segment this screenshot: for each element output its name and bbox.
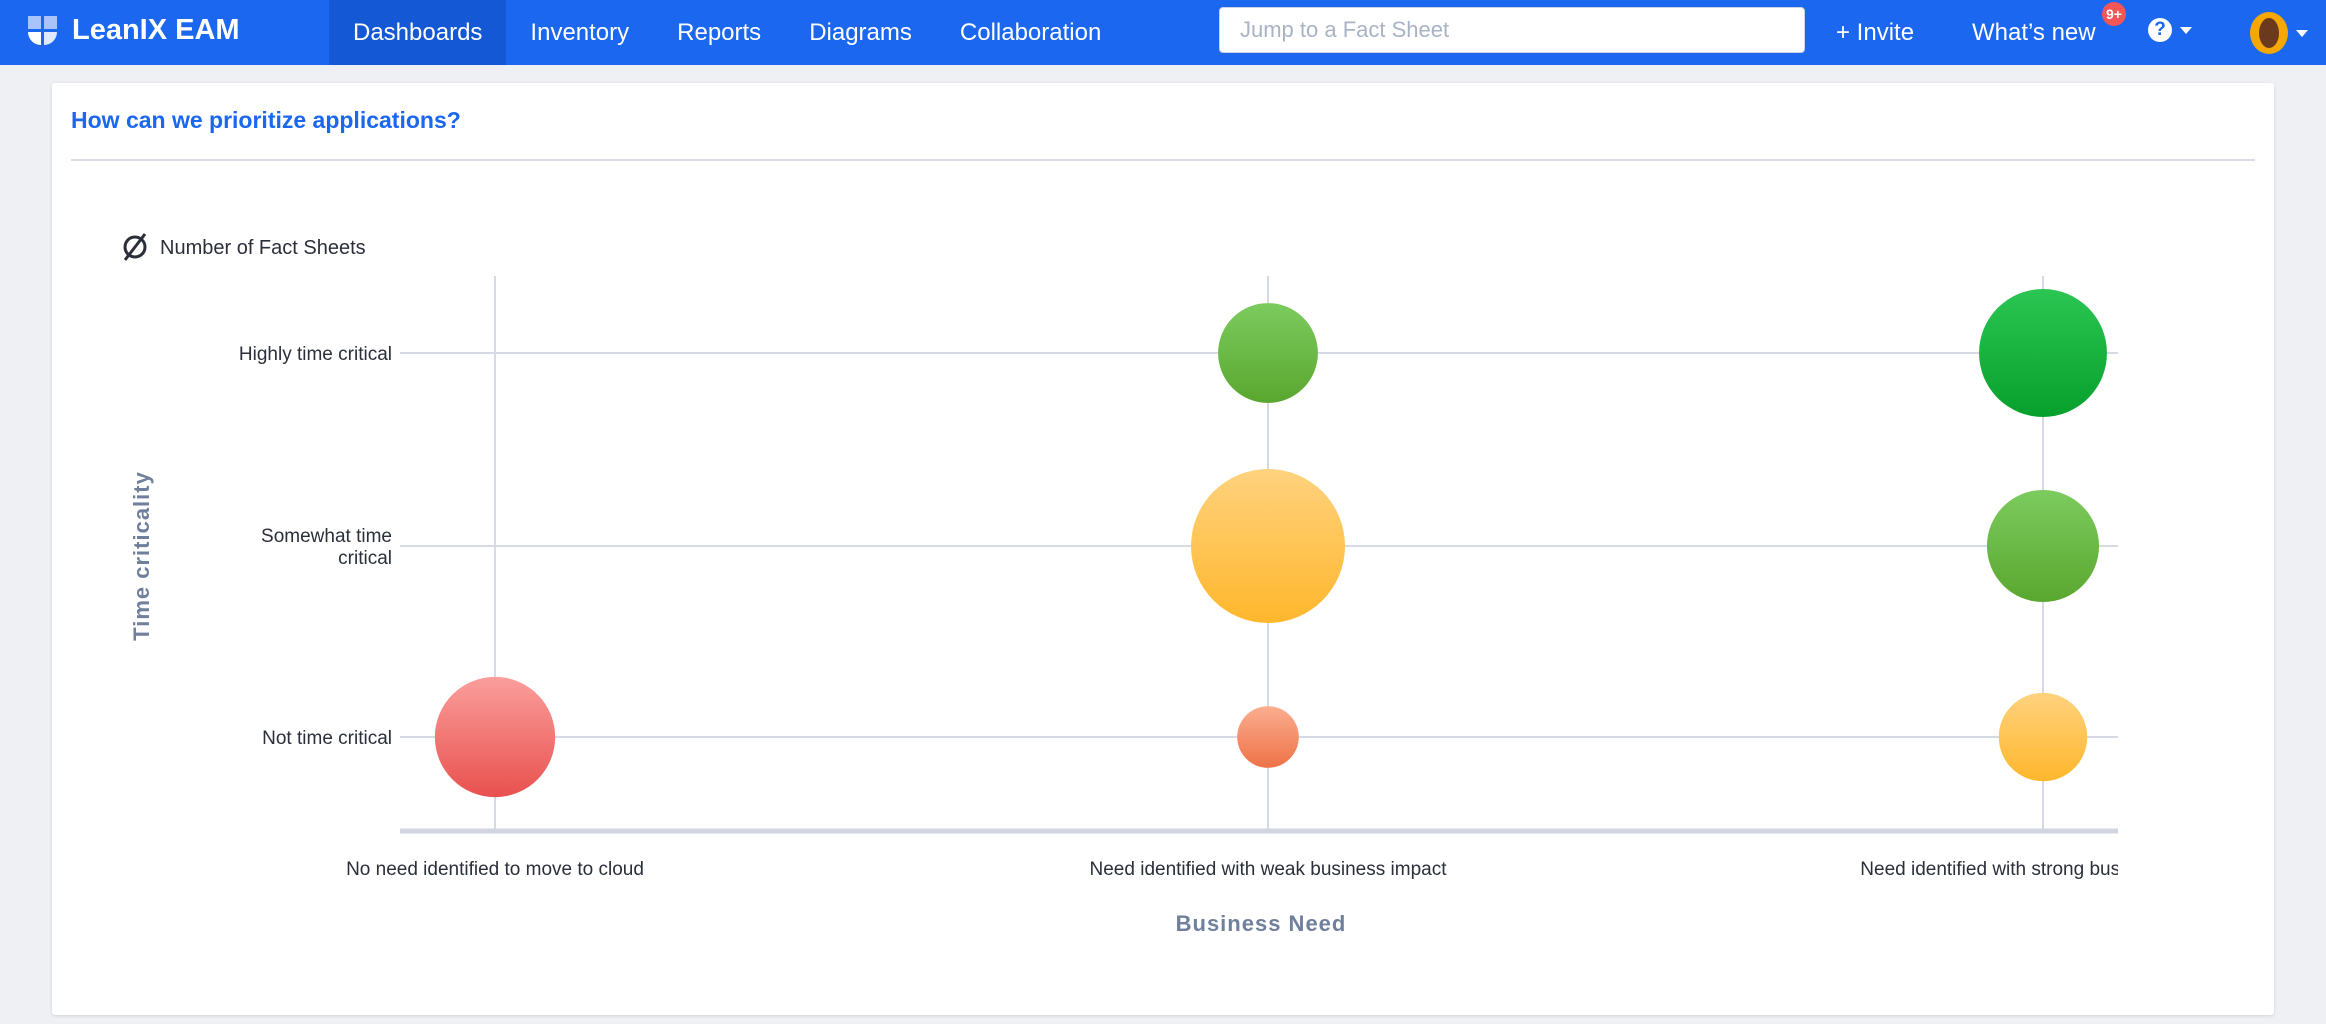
nav-inventory[interactable]: Inventory bbox=[530, 19, 630, 46]
nav-collaboration[interactable]: Collaboration bbox=[959, 19, 1102, 46]
x-tick-label: No need identified to move to cloud bbox=[346, 859, 644, 880]
card-title: How can we prioritize applications? bbox=[71, 107, 461, 133]
whats-new-badge: 9+ bbox=[2102, 2, 2126, 26]
nav-dashboards[interactable]: Dashboards bbox=[329, 0, 507, 65]
main-nav: Dashboards Inventory Reports Diagrams Co… bbox=[329, 0, 1125, 65]
x-tick-label: Need identified with strong business imp… bbox=[1860, 859, 2226, 880]
leanix-logo-icon bbox=[28, 15, 57, 45]
y-axis-title: Time criticality bbox=[129, 471, 154, 641]
invite-button[interactable]: + Invite bbox=[1836, 19, 1915, 46]
whats-new-button[interactable]: What’s new bbox=[1972, 19, 2096, 46]
app-logo[interactable]: LeanIX EAM bbox=[28, 14, 240, 47]
nav-reports[interactable]: Reports bbox=[677, 19, 762, 46]
legend-label: Number of Fact Sheets bbox=[160, 237, 366, 259]
x-axis-title: Business Need bbox=[1176, 911, 1347, 936]
chevron-down-icon bbox=[2180, 26, 2192, 34]
dashboard-card: How can we prioritize applications? Numb… bbox=[52, 83, 2274, 1015]
diameter-icon bbox=[123, 235, 147, 259]
diameter-icon-slash bbox=[123, 233, 147, 261]
y-tick-label: Highly time critical bbox=[239, 344, 392, 365]
avatar bbox=[2250, 12, 2288, 54]
chart-legend[interactable]: Number of Fact Sheets bbox=[123, 233, 366, 261]
bubble-chart: Number of Fact Sheets Not time critical S… bbox=[123, 233, 2226, 936]
bubble-point[interactable] bbox=[1191, 469, 1345, 623]
app-name: LeanIX EAM bbox=[72, 14, 240, 46]
bubble-point[interactable] bbox=[1218, 303, 1318, 403]
help-icon: ? bbox=[2148, 18, 2172, 42]
divider bbox=[71, 159, 2255, 161]
y-tick-label: Somewhat time critical bbox=[261, 526, 392, 569]
bubble-point[interactable] bbox=[434, 676, 556, 798]
bubble-point[interactable] bbox=[1237, 706, 1299, 768]
x-tick-label: Need identified with weak business impac… bbox=[1090, 859, 1448, 880]
user-menu-button[interactable] bbox=[2250, 12, 2308, 54]
nav-diagrams[interactable]: Diagrams bbox=[809, 19, 912, 46]
bubble-point[interactable] bbox=[1986, 489, 2100, 603]
y-tick-label: Not time critical bbox=[262, 728, 392, 749]
help-menu-button[interactable]: ? bbox=[2148, 18, 2192, 42]
top-nav-bar: LeanIX EAM Dashboards Inventory Reports … bbox=[0, 0, 2326, 65]
fact-sheet-search-input[interactable] bbox=[1219, 7, 1805, 53]
bubble-point[interactable] bbox=[1998, 692, 2088, 782]
bubble-point[interactable] bbox=[1979, 289, 2107, 417]
chevron-down-icon bbox=[2296, 29, 2308, 37]
